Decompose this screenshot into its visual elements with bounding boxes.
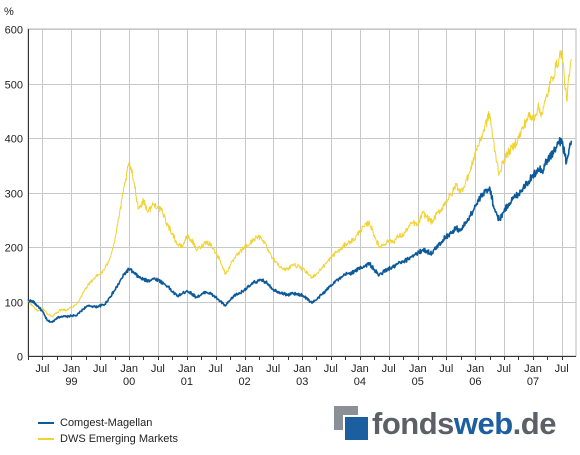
x-month-tick-label: Jan — [178, 363, 196, 375]
y-tick-label: 300 — [5, 189, 23, 201]
logo-text: fondsweb.de — [372, 405, 556, 441]
grid-lines — [27, 28, 577, 357]
x-month-tick-label: Jul — [324, 363, 338, 375]
x-month-tick-label: Jan — [351, 363, 369, 375]
y-tick-label: 0 — [17, 352, 23, 364]
legend-swatch — [38, 438, 54, 440]
x-year-tick-label: 05 — [412, 376, 424, 388]
fondsweb-logo: fondsweb.de — [334, 403, 556, 443]
logo-mark-icon — [334, 406, 368, 440]
x-month-tick-label: Jul — [497, 363, 511, 375]
legend-item-comgest: Comgest-Magellan — [38, 415, 178, 431]
legend-swatch — [38, 422, 54, 424]
x-month-tick-label: Jan — [236, 363, 254, 375]
series-lines — [27, 50, 573, 323]
x-month-tick-label: Jan — [466, 363, 484, 375]
x-month-tick-label: Jan — [293, 363, 311, 375]
legend-item-dws: DWS Emerging Markets — [38, 431, 178, 447]
legend: Comgest-Magellan DWS Emerging Markets — [38, 415, 178, 447]
x-year-tick-label: 06 — [469, 376, 481, 388]
x-year-tick-label: 04 — [354, 376, 366, 388]
x-month-tick-label: Jul — [439, 363, 453, 375]
x-month-tick-label: Jul — [208, 363, 222, 375]
x-month-tick-label: Jul — [382, 363, 396, 375]
x-month-tick-label: Jan — [63, 363, 81, 375]
x-month-tick-label: Jul — [555, 363, 569, 375]
y-tick-label: 400 — [5, 134, 23, 146]
x-year-tick-label: 00 — [123, 376, 135, 388]
x-year-tick-label: 99 — [65, 376, 77, 388]
x-month-tick-label: Jan — [120, 363, 138, 375]
x-month-tick-label: Jan — [524, 363, 542, 375]
x-year-tick-label: 03 — [296, 376, 308, 388]
x-month-tick-label: Jul — [93, 363, 107, 375]
y-tick-label: 500 — [5, 80, 23, 92]
y-tick-label: 100 — [5, 298, 23, 310]
x-month-tick-label: Jul — [35, 363, 49, 375]
y-axis: 0 100 200 300 400 500 600 — [5, 25, 29, 364]
series-line-comgest-magellan — [27, 137, 573, 323]
x-year-tick-label: 07 — [527, 376, 539, 388]
y-tick-label: 600 — [5, 25, 23, 37]
series-line-dws-emerging-markets — [28, 50, 572, 318]
x-year-tick-label: 01 — [181, 376, 193, 388]
x-year-tick-label: 02 — [238, 376, 250, 388]
legend-label: Comgest-Magellan — [60, 417, 153, 429]
legend-label: DWS Emerging Markets — [60, 433, 178, 445]
y-axis-unit-label: % — [4, 6, 14, 18]
x-month-tick-label: Jul — [151, 363, 165, 375]
x-month-tick-label: Jul — [266, 363, 280, 375]
x-month-tick-label: Jan — [409, 363, 427, 375]
y-tick-label: 200 — [5, 243, 23, 255]
